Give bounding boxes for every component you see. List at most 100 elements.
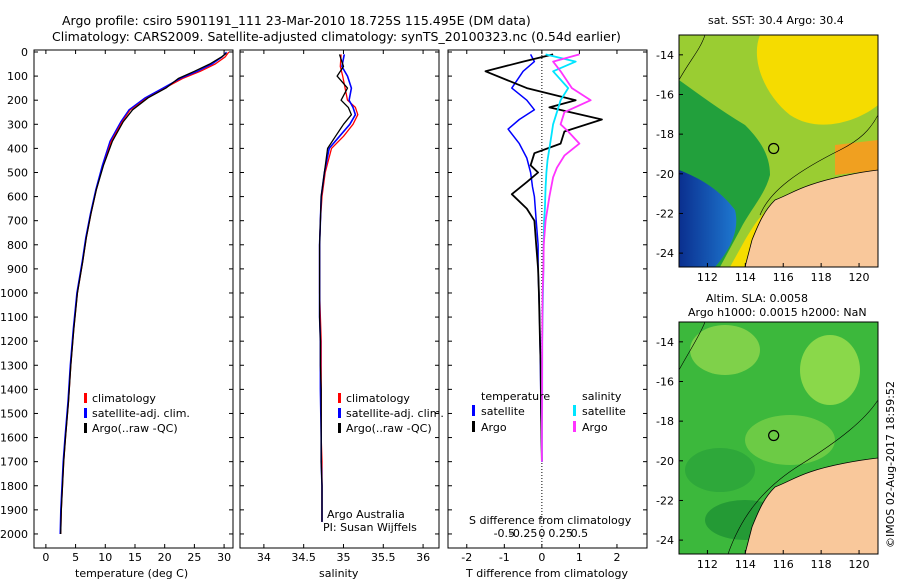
lon-tick-label: 116 [773, 271, 794, 284]
depth-tick-label: 100 [7, 70, 28, 83]
x2-tick-label: 0.5 [571, 527, 589, 540]
legend-swatch-s-argo [573, 421, 576, 432]
profile-location-marker [768, 429, 780, 442]
temperature-panel: 0100200300400500600700800900100011001200… [0, 46, 234, 580]
lon-tick-label: 118 [811, 558, 832, 571]
difference-x-ticks: -2 -1 0 1 2 [461, 50, 620, 564]
legend-swatch-satellite [84, 408, 87, 418]
lat-tick-label: -16 [656, 88, 674, 101]
bathymetry-contour [679, 322, 706, 371]
depth-tick-label: 1900 [0, 504, 28, 517]
title-line-1: Argo profile: csiro 5901191_111 23-Mar-2… [62, 13, 531, 28]
profile-line-argo-raw-qc [60, 52, 227, 535]
sst-hot-patch [835, 140, 878, 175]
depth-tick-label: 200 [7, 94, 28, 107]
depth-tick-label: 900 [7, 263, 28, 276]
depth-tick-label: 1300 [0, 359, 28, 372]
sla-low-patch [685, 448, 755, 492]
lon-tick-label: 118 [811, 271, 832, 284]
x-tick-label: 1 [576, 551, 583, 564]
difference-depth-ticks [448, 51, 647, 535]
sst-cold-area [679, 170, 737, 267]
land-australia [744, 457, 878, 554]
profile-line-argo-raw-qc [318, 54, 353, 522]
x-tick-label: 25 [187, 551, 201, 564]
lon-tick-label: 114 [735, 558, 756, 571]
legend-swatch-argo [84, 423, 87, 433]
sst-map-ticks: 112 114 116 118 120 -14 -16 -18 -20 -22 -24 [656, 49, 870, 284]
x-tick-label: 35 [336, 551, 350, 564]
legend-label-s-satellite: satellite [582, 405, 626, 418]
sla-high-patch [800, 335, 860, 405]
difference-panel: -2 -1 0 1 2 temperature satellite Argo salin… [447, 49, 648, 580]
t-difference-label: T difference from climatology [465, 567, 628, 580]
sla-map: Altim. SLA: 0.0058 Argo h1000: 0.0015 h2… [656, 292, 879, 571]
temperature-x-ticks: 0 5 10 15 20 25 30 [42, 50, 231, 564]
lat-tick-label: -22 [656, 494, 674, 507]
salinity-axes-box [239, 49, 440, 549]
temperature-legend: climatology satellite-adj. clim. Argo(..… [84, 392, 190, 435]
salinity-x-label: salinity [319, 567, 359, 580]
x-tick-label: 10 [98, 551, 112, 564]
lon-tick-label: 114 [735, 271, 756, 284]
legend-swatch-climatology [84, 393, 87, 403]
lat-tick-label: -24 [656, 534, 674, 547]
temperature-x-label: temperature (deg C) [75, 567, 188, 580]
bathymetry-contour [679, 35, 706, 81]
legend-label-s-argo: Argo [582, 421, 608, 434]
x-tick-label: -2 [461, 551, 472, 564]
lon-tick-label: 120 [849, 558, 870, 571]
lon-tick-label: 112 [697, 271, 718, 284]
difference-legend: temperature satellite Argo salinity sate… [472, 390, 626, 434]
depth-tick-label: 1100 [0, 311, 28, 324]
title-line-2: Climatology: CARS2009. Satellite-adjuste… [52, 29, 621, 44]
depth-tick-label: 1700 [0, 456, 28, 469]
s-difference-ticks: -0.5-0.25 0 0.250.5 [494, 527, 589, 540]
legend-label-argo: Argo(..raw -QC) [346, 422, 432, 435]
sst-map-title: sat. SST: 30.4 Argo: 30.4 [708, 14, 844, 27]
temperature-profiles [59, 51, 230, 535]
x2-tick-label: 0.25 [548, 527, 573, 540]
legend-swatch-climatology [338, 393, 341, 403]
depth-tick-label: 700 [7, 215, 28, 228]
bathymetry-contour [759, 114, 878, 216]
legend-swatch-satellite [338, 408, 341, 418]
legend-label-climatology: climatology [346, 392, 410, 405]
legend-swatch-argo [338, 423, 341, 433]
depth-tick-label: 400 [7, 142, 28, 155]
sla-high-patch [745, 415, 835, 465]
salinity-profiles [318, 54, 359, 522]
x2-tick-label: -0.5 [494, 527, 515, 540]
legend-swatch-t-argo [472, 421, 475, 432]
profile-line-temperature-argo [484, 53, 603, 462]
depth-tick-label: 800 [7, 239, 28, 252]
legend-label-satellite: satellite-adj. clim. [92, 407, 190, 420]
lat-tick-label: -18 [656, 128, 674, 141]
depth-tick-label: 1600 [0, 432, 28, 445]
depth-tick-label: 2000 [0, 528, 28, 541]
profile-line-salinity-argo [541, 53, 592, 462]
legend-swatch-t-satellite [472, 405, 475, 416]
x-tick-label: 0 [42, 551, 49, 564]
lat-tick-label: -20 [656, 455, 674, 468]
difference-axes-box [447, 49, 648, 549]
salinity-depth-ticks [240, 51, 439, 535]
timestamp-stamp: ©IMOS 02-Aug-2017 18:59:52 [884, 381, 897, 548]
lat-tick-label: -16 [656, 375, 674, 388]
x-tick-label: 0 [538, 551, 545, 564]
depth-tick-label: 1400 [0, 383, 28, 396]
salinity-panel: 34 34.5 35 35.5 36 climatology satellite-adj… [239, 49, 444, 580]
legend-title-temperature: temperature [481, 390, 550, 403]
lat-tick-label: -22 [656, 207, 674, 220]
difference-profiles [484, 53, 603, 462]
bathymetry-contour [727, 399, 878, 554]
lat-tick-label: -20 [656, 168, 674, 181]
depth-tick-label: 1500 [0, 407, 28, 420]
lat-tick-label: -18 [656, 415, 674, 428]
x-tick-label: 30 [217, 551, 231, 564]
legend-label-t-satellite: satellite [481, 405, 525, 418]
legend-label-climatology: climatology [92, 392, 156, 405]
x2-tick-label: -0.25 [509, 527, 537, 540]
sla-map-frame [678, 321, 879, 555]
